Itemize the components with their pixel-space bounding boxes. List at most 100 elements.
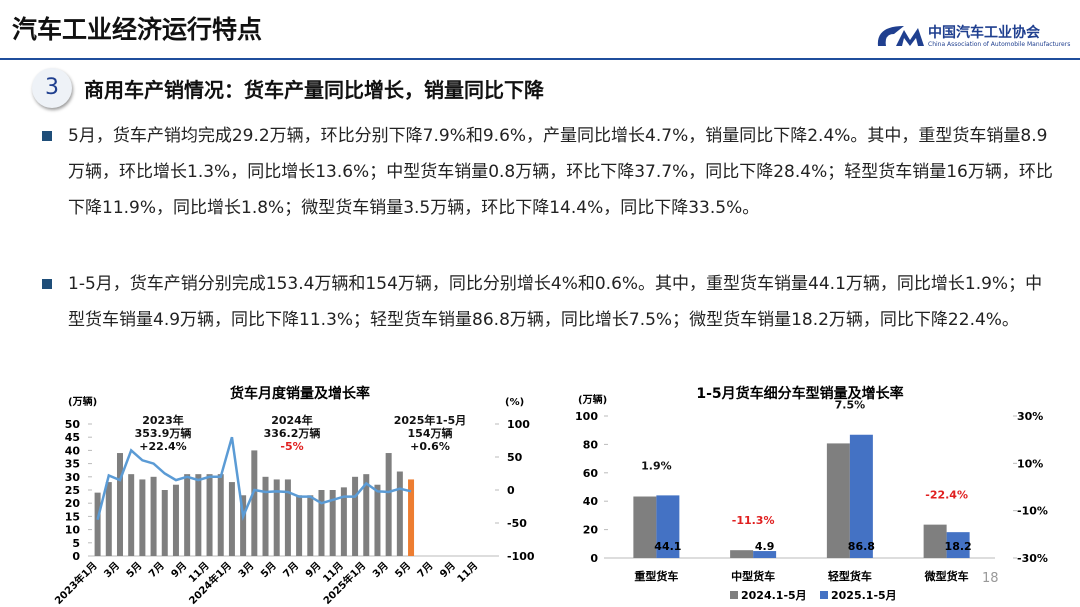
x-tick-label: 5月 (393, 560, 413, 580)
chart-title: 货车月度销量及增长率 (229, 385, 370, 402)
x-tick-label: 7月 (415, 560, 435, 580)
bar (251, 450, 258, 556)
bar (139, 479, 146, 556)
section-number: 3 (32, 68, 72, 108)
y-tick-label: 5 (72, 537, 80, 550)
bar (172, 484, 179, 556)
bar (374, 484, 381, 556)
y-tick-label: 30 (65, 471, 81, 484)
y-tick-label: 80 (583, 438, 599, 451)
bar (195, 474, 202, 556)
y-tick-label: 10 (65, 524, 81, 537)
bar (116, 453, 123, 556)
bar (946, 532, 970, 558)
bar (923, 524, 947, 558)
logo-mark (877, 26, 924, 46)
annotation: 154万辆 (408, 426, 453, 440)
bar (408, 479, 415, 556)
bar (228, 482, 235, 556)
y-tick-label: 20 (65, 497, 81, 510)
x-tick-label: 中型货车 (731, 569, 775, 583)
line-series (96, 436, 412, 522)
bar (849, 434, 873, 558)
y2-tick-label: 30% (1017, 410, 1043, 423)
legend-swatch (820, 591, 828, 599)
y-tick-label: 50 (65, 418, 81, 431)
bullet-text: 5月，货车产销均完成29.2万辆，环比分别下降7.9%和9.6%，产量同比增长4… (68, 126, 1053, 218)
y-tick-label: 0 (590, 552, 598, 565)
bullet-marker (42, 131, 52, 141)
bar (217, 474, 224, 556)
bar (318, 490, 325, 556)
page-number: 18 (982, 571, 999, 586)
annotation: +22.4% (139, 440, 186, 453)
x-tick-label: 5月 (258, 560, 278, 580)
growth-label: -11.3% (732, 514, 775, 527)
bar (385, 453, 392, 556)
annotation: 353.9万辆 (135, 426, 192, 440)
bar (128, 474, 135, 556)
bar (307, 495, 314, 556)
bar (206, 474, 213, 556)
data-label: 18.2 (945, 540, 972, 553)
bar (105, 482, 112, 556)
bar (340, 487, 347, 556)
x-tick-label: 3月 (102, 560, 122, 580)
data-label: 86.8 (848, 540, 875, 553)
y2-tick-label: -100 (507, 550, 535, 563)
section-heading: 商用车产销情况：货车产量同比增长，销量同比下降 (84, 78, 544, 102)
bar (161, 490, 168, 556)
y2-tick-label: 50 (507, 451, 523, 464)
y-tick-label: 100 (575, 410, 598, 423)
y2-tick-label: -10% (1017, 505, 1048, 518)
legend-swatch (730, 591, 738, 599)
bar (273, 479, 280, 556)
bar (656, 495, 680, 558)
bullet-text: 1-5月，货车产销分别完成153.4万辆和154万辆，同比分别增长4%和0.6%… (68, 274, 1043, 330)
legend-label: 2024.1-5月 (741, 589, 807, 602)
x-tick-label: 5月 (124, 560, 144, 580)
bar (363, 474, 370, 556)
x-tick-label: 11月 (455, 560, 480, 585)
y-tick-label: 0 (72, 550, 80, 563)
y-tick-label: 15 (65, 510, 80, 523)
y2-tick-label: 0 (507, 484, 515, 497)
x-tick-label: 微型货车 (924, 569, 969, 583)
y2-tick-label: 100 (507, 418, 530, 431)
y-tick-label: 45 (65, 431, 80, 444)
data-label: 44.1 (654, 540, 681, 553)
y-tick-label: 35 (65, 458, 80, 471)
y-tick-label: 40 (583, 495, 599, 508)
y2-tick-label: -50 (507, 517, 527, 530)
bar (240, 495, 247, 556)
y2-axis-label: (%) (505, 397, 524, 408)
y-tick-label: 25 (65, 484, 80, 497)
growth-label: 7.5% (835, 399, 866, 412)
logo-text: 中国汽车工业协会 (928, 25, 1040, 41)
x-tick-label: 轻型货车 (828, 569, 872, 583)
bar (150, 476, 157, 556)
x-tick-label: 2023年1月 (52, 559, 100, 607)
bar (184, 474, 191, 556)
x-tick-label: 重型货车 (634, 569, 678, 583)
annotation: 2025年1-5月 (394, 413, 467, 427)
y-axis-label: (万辆) (578, 393, 607, 406)
x-tick-label: 3月 (236, 560, 256, 580)
data-label: 4.9 (755, 540, 775, 553)
annotation: 2024年 (271, 413, 313, 427)
y-axis-label: (万辆) (68, 395, 97, 408)
x-tick-label: 3月 (370, 560, 390, 580)
header-rule (0, 58, 1080, 60)
bar (352, 476, 359, 556)
annotation: 2023年 (142, 413, 184, 427)
bar (730, 550, 754, 558)
bar (262, 476, 269, 556)
slide-title: 汽车工业经济运行特点 (12, 15, 263, 44)
y2-tick-label: -30% (1017, 552, 1048, 565)
y-tick-label: 60 (583, 467, 599, 480)
bar (284, 479, 291, 556)
bullet-marker (42, 279, 52, 289)
bar (826, 443, 850, 558)
bar (329, 490, 336, 556)
